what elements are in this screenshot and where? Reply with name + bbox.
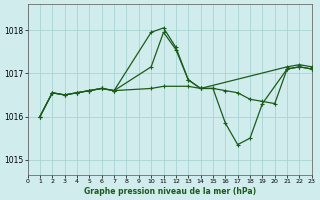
X-axis label: Graphe pression niveau de la mer (hPa): Graphe pression niveau de la mer (hPa) — [84, 187, 256, 196]
